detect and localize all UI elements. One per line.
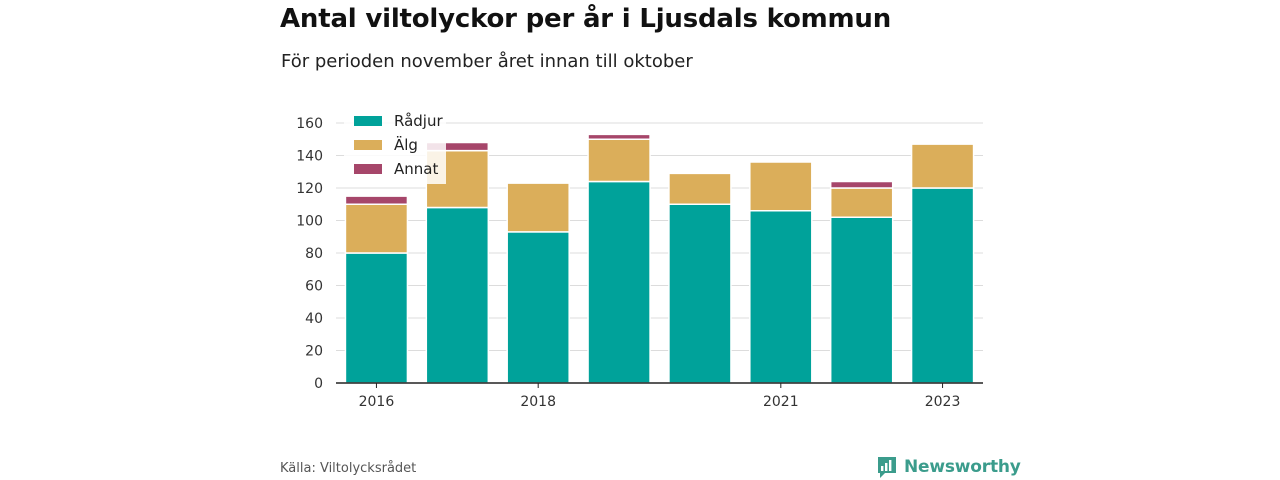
bar-rådjur-2023[interactable] [910, 187, 975, 384]
x-tick-label: 2021 [763, 394, 799, 410]
legend-label: Annat [394, 160, 438, 178]
bar-rådjur-2021[interactable] [749, 210, 813, 384]
legend-swatch-annat[interactable] [354, 164, 382, 174]
bar-rådjur-2019[interactable] [587, 180, 651, 384]
bar-älg-2018[interactable] [506, 182, 570, 233]
bar-älg-2022[interactable] [829, 187, 894, 218]
bar-älg-2020[interactable] [668, 172, 732, 205]
bars [344, 133, 975, 384]
y-tick-label: 100 [296, 214, 323, 230]
legend-label: Rådjur [394, 112, 443, 130]
bar-älg-2016[interactable] [344, 203, 409, 254]
y-tick-label: 140 [296, 149, 323, 165]
newsworthy-logo[interactable]: Newsworthy [876, 455, 1021, 479]
y-tick-label: 160 [296, 116, 323, 132]
bar-älg-2023[interactable] [910, 143, 975, 189]
legend-label: Älg [394, 135, 418, 154]
y-tick-label: 40 [305, 311, 323, 327]
x-axis-ticks: 2016 2018 2021 2023 [359, 383, 961, 410]
x-tick-label: 2023 [925, 394, 961, 410]
chart-title: Antal viltolyckor per år i Ljusdals komm… [280, 4, 892, 34]
legend: Rådjur Älg Annat [344, 108, 446, 184]
x-tick-label: 2018 [520, 394, 556, 410]
bar-älg-2021[interactable] [749, 161, 813, 212]
y-tick-label: 0 [314, 376, 323, 392]
y-tick-label: 80 [305, 246, 323, 262]
y-axis-ticks: 0 20 40 60 80 100 120 140 160 [296, 116, 323, 392]
newsworthy-icon [878, 457, 896, 478]
y-tick-label: 120 [296, 181, 323, 197]
bar-rådjur-2018[interactable] [506, 231, 570, 384]
bar-annat-2019[interactable] [587, 133, 651, 140]
bar-annat-2016[interactable] [344, 195, 409, 205]
source-note: Källa: Viltolycksrådet [280, 461, 417, 476]
y-tick-label: 20 [305, 344, 323, 360]
bar-rådjur-2016[interactable] [344, 252, 409, 384]
brand-name: Newsworthy [904, 457, 1021, 477]
legend-swatch-rådjur[interactable] [354, 116, 382, 126]
bar-annat-2022[interactable] [829, 180, 894, 189]
bar-älg-2019[interactable] [587, 138, 651, 183]
stacked-bar-chart: 0 20 40 60 80 100 120 140 160 2016 2018 2021 2023 R… [296, 108, 983, 410]
bar-rådjur-2022[interactable] [829, 216, 894, 384]
chart-subtitle: För perioden november året innan till ok… [281, 51, 693, 72]
legend-swatch-älg[interactable] [354, 140, 382, 150]
y-tick-label: 60 [305, 279, 323, 295]
bar-rådjur-2020[interactable] [668, 203, 732, 384]
x-tick-label: 2016 [359, 394, 395, 410]
bar-rådjur-2017[interactable] [425, 206, 490, 384]
